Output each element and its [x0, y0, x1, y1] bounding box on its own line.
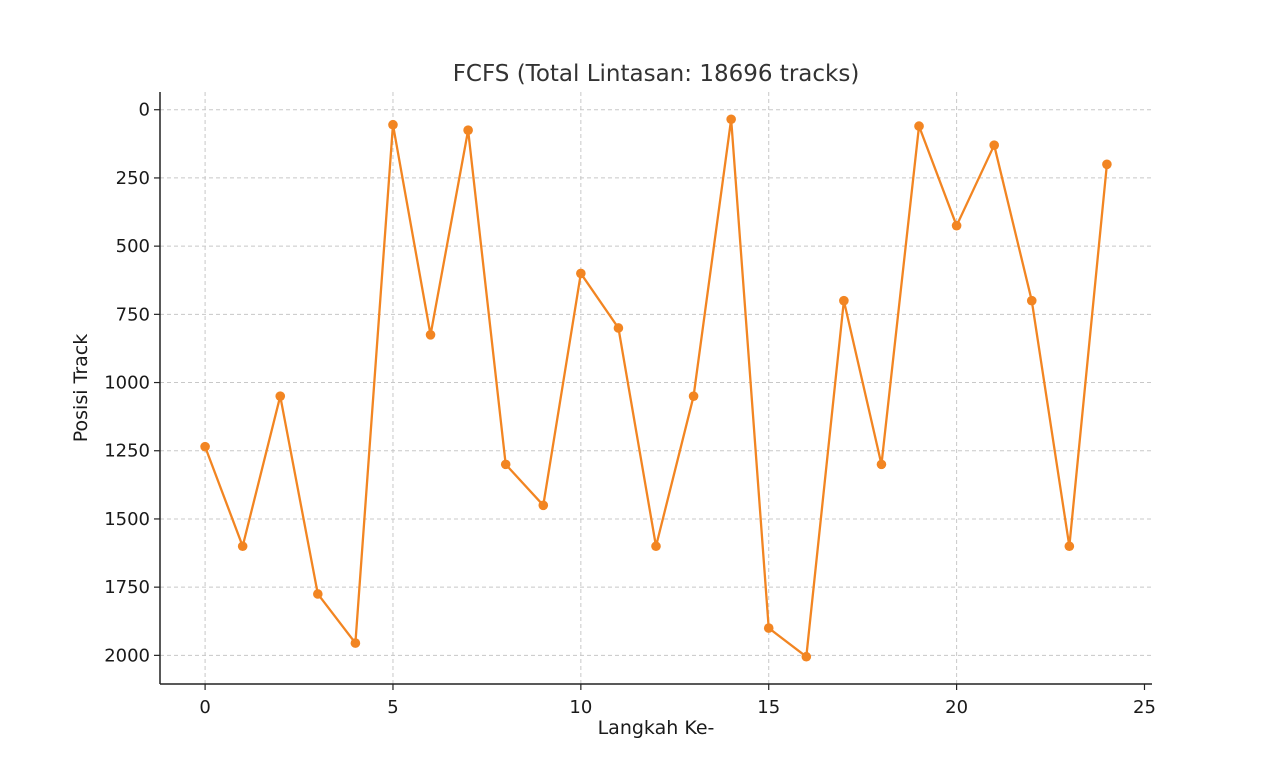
chart-title: FCFS (Total Lintasan: 18696 tracks): [453, 61, 860, 87]
data-point: [839, 295, 849, 306]
data-point: [763, 623, 774, 633]
y-axis-label: Posisi Track: [70, 334, 92, 443]
grid-layer: [160, 92, 1152, 684]
data-point: [801, 651, 812, 662]
y-tick-label: 1000: [104, 373, 150, 394]
series-line: [204, 118, 1109, 658]
x-tick-label: 0: [199, 697, 210, 718]
data-point: [1064, 541, 1075, 552]
data-point: [1102, 159, 1112, 170]
x-tick-label: 20: [945, 697, 968, 718]
x-axis-label: Langkah Ke-: [598, 717, 715, 739]
x-tick-label: 25: [1133, 697, 1156, 718]
data-point: [613, 323, 624, 333]
data-point: [350, 638, 361, 648]
data-point: [313, 589, 323, 599]
data-point: [1026, 295, 1037, 306]
data-point: [876, 459, 887, 470]
y-tick-label: 0: [139, 100, 150, 121]
data-point: [688, 391, 699, 401]
y-tick-label: 1250: [104, 441, 150, 462]
data-point: [500, 459, 511, 470]
data-point: [914, 121, 924, 131]
data-point: [237, 541, 248, 552]
data-point: [651, 541, 661, 552]
x-tick-label: 5: [387, 697, 398, 718]
data-point: [200, 441, 210, 452]
y-tick-label: 1750: [104, 577, 150, 598]
data-point: [425, 330, 436, 340]
data-point: [576, 268, 586, 279]
y-tick-label: 750: [116, 304, 150, 325]
series-layer: [200, 114, 1112, 662]
data-point: [989, 140, 999, 150]
y-tick-label: 2000: [104, 645, 150, 666]
x-tick-label: 10: [569, 697, 592, 718]
data-point: [275, 391, 286, 401]
data-point: [726, 114, 736, 125]
x-tick-label: 15: [757, 697, 780, 718]
y-tick-label: 1500: [104, 509, 150, 530]
data-point: [388, 119, 398, 130]
data-point: [538, 500, 549, 511]
data-point: [463, 125, 473, 135]
y-tick-label: 250: [116, 168, 150, 189]
data-point: [951, 220, 962, 231]
y-tick-label: 500: [116, 236, 150, 257]
